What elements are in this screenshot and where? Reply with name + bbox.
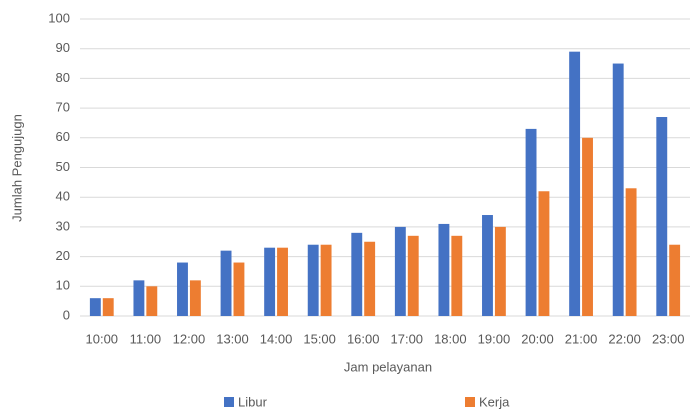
bar — [364, 241, 376, 316]
x-tick-label: 23:00 — [652, 331, 685, 346]
bar — [351, 232, 363, 316]
x-tick-label: 16:00 — [347, 331, 380, 346]
y-tick-label: 90 — [56, 40, 70, 55]
bar — [669, 244, 681, 316]
x-axis-title: Jam pelayanan — [344, 359, 432, 374]
bar — [438, 223, 450, 316]
bar — [133, 280, 145, 316]
y-tick-label: 10 — [56, 278, 70, 293]
bar — [656, 117, 668, 316]
bar — [569, 51, 581, 317]
y-tick-label: 100 — [48, 10, 70, 25]
x-tick-label: 21:00 — [565, 331, 598, 346]
bar — [407, 235, 419, 316]
bar — [102, 298, 114, 316]
x-tick-label: 22:00 — [608, 331, 641, 346]
bar — [612, 63, 624, 316]
bar — [525, 128, 537, 316]
y-tick-label: 40 — [56, 189, 70, 204]
x-tick-label: 18:00 — [434, 331, 467, 346]
bar — [220, 250, 232, 316]
bar — [177, 262, 188, 316]
y-tick-label: 30 — [56, 218, 70, 233]
x-tick-label: 19:00 — [478, 331, 511, 346]
bar — [146, 286, 158, 316]
bar — [451, 235, 463, 316]
y-tick-label: 0 — [63, 307, 70, 322]
bar — [233, 262, 245, 316]
x-tick-label: 14:00 — [260, 331, 293, 346]
bar — [482, 215, 493, 316]
legend-swatch — [465, 397, 475, 407]
x-tick-label: 17:00 — [391, 331, 424, 346]
x-tick-label: 12:00 — [173, 331, 206, 346]
y-tick-label: 70 — [56, 100, 70, 115]
bar — [189, 280, 201, 316]
y-tick-label: 80 — [56, 70, 70, 85]
y-tick-label: 50 — [56, 159, 70, 174]
x-tick-label: 15:00 — [303, 331, 336, 346]
y-tick-label: 60 — [56, 129, 70, 144]
legend-label: Libur — [238, 394, 268, 409]
x-tick-label: 10:00 — [86, 331, 119, 346]
bar — [307, 244, 319, 316]
bar — [277, 247, 288, 316]
y-tick-label: 20 — [56, 248, 70, 263]
bar — [89, 298, 101, 316]
bar — [494, 226, 506, 316]
bar — [625, 188, 637, 316]
bar — [538, 191, 550, 316]
bar — [320, 244, 332, 316]
x-tick-label: 13:00 — [216, 331, 249, 346]
y-axis-title: Jumlah Pengujugn — [9, 114, 24, 222]
legend-swatch — [224, 397, 234, 407]
bar — [264, 247, 276, 316]
bar — [582, 137, 593, 316]
bar — [394, 226, 406, 316]
legend-label: Kerja — [479, 394, 510, 409]
x-tick-label: 20:00 — [521, 331, 554, 346]
x-tick-label: 11:00 — [130, 331, 162, 346]
